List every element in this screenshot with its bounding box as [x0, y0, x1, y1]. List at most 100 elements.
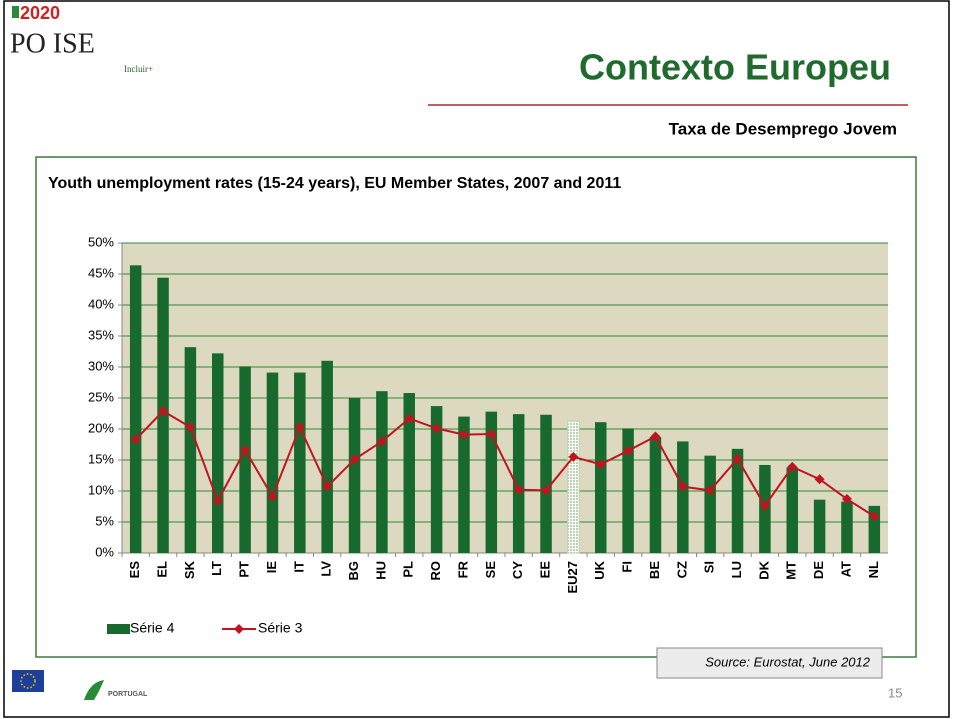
- x-tick-label: UK: [592, 560, 607, 579]
- line-marker: [814, 474, 825, 485]
- y-tick-label: 45%: [88, 265, 114, 280]
- x-tick-label: SI: [702, 561, 717, 573]
- x-tick-label: DK: [756, 560, 771, 579]
- x-tick-label: SE: [483, 561, 498, 579]
- y-tick-label: 15%: [88, 451, 114, 466]
- line-marker: [677, 481, 688, 492]
- bar: [485, 411, 498, 553]
- legend-label: Série 4: [130, 620, 175, 636]
- y-tick-label: 5%: [95, 513, 114, 528]
- legend-label: Série 3: [258, 620, 303, 636]
- bar: [704, 455, 716, 553]
- line-marker: [322, 481, 333, 492]
- logo-year: 2020: [20, 3, 60, 23]
- bar: [595, 422, 607, 553]
- bar: [540, 414, 552, 553]
- bar: [348, 398, 361, 553]
- line-marker: [431, 423, 442, 434]
- line-marker: [650, 431, 661, 442]
- legend-marker: [234, 624, 244, 634]
- bar: [129, 265, 142, 553]
- line-marker: [240, 445, 251, 456]
- line-marker: [705, 485, 716, 496]
- bar: [813, 499, 826, 553]
- eu-flag: [12, 670, 44, 692]
- bar: [239, 366, 251, 553]
- bar: [786, 467, 798, 553]
- bar: [458, 416, 470, 553]
- y-tick-label: 35%: [88, 327, 114, 342]
- line-marker: [732, 453, 743, 464]
- bar: [731, 448, 744, 553]
- slide-subtitle: Taxa de Desemprego Jovem: [669, 119, 897, 138]
- line-marker: [294, 422, 305, 433]
- slide-title: Contexto Europeu: [579, 47, 891, 88]
- x-tick-label: DE: [811, 561, 826, 579]
- x-tick-label: NL: [866, 561, 881, 578]
- bar: [266, 372, 279, 553]
- x-tick-label: LT: [209, 561, 224, 576]
- bar: [212, 353, 224, 553]
- gov-logo: [84, 680, 104, 700]
- y-tick-label: 10%: [88, 482, 114, 497]
- gov-logo-text: PORTUGAL: [108, 691, 148, 698]
- y-tick-label: 40%: [88, 296, 114, 311]
- bar: [430, 406, 443, 553]
- line-marker: [841, 494, 852, 505]
- y-tick-label: 30%: [88, 358, 114, 373]
- y-tick-label: 25%: [88, 389, 114, 404]
- legend-swatch: [107, 624, 130, 634]
- page-number: 15: [888, 685, 902, 700]
- x-tick-label: IE: [264, 561, 279, 574]
- line-marker: [595, 459, 606, 470]
- bar: [321, 360, 333, 553]
- y-tick-label: 20%: [88, 420, 114, 435]
- source-box: [656, 647, 883, 679]
- y-tick-label: 0%: [95, 544, 114, 559]
- x-tick-label: BE: [647, 561, 662, 579]
- line-marker: [404, 413, 415, 424]
- line-marker: [185, 422, 196, 433]
- x-tick-label: ES: [127, 561, 142, 579]
- line-marker: [349, 454, 360, 465]
- bar: [622, 428, 634, 553]
- bar: [841, 501, 853, 553]
- x-tick-label: PT: [237, 561, 252, 578]
- bar: [403, 393, 415, 553]
- source: Source: Eurostat, June 2012: [705, 654, 871, 669]
- bar: [649, 437, 662, 553]
- x-tick-label: CY: [510, 561, 525, 579]
- bar: [868, 505, 881, 553]
- line-marker: [869, 511, 880, 522]
- x-tick-label: AT: [838, 561, 853, 577]
- line-marker: [486, 428, 497, 439]
- chart-title: Youth unemployment rates (15-24 years), …: [48, 175, 621, 192]
- bar: [512, 414, 525, 553]
- bar: [376, 391, 388, 553]
- x-tick-label: FI: [620, 561, 635, 573]
- bar: [567, 420, 580, 554]
- x-tick-label: CZ: [674, 561, 689, 578]
- bar: [184, 347, 197, 553]
- x-tick-label: MT: [784, 561, 799, 580]
- x-tick-label: FR: [455, 560, 470, 578]
- line-marker: [130, 434, 141, 445]
- line-marker: [568, 451, 579, 462]
- x-tick-label: EL: [154, 561, 169, 578]
- x-tick-label: EU27: [565, 561, 580, 594]
- x-tick-label: LV: [319, 561, 334, 577]
- x-tick-label: LU: [729, 561, 744, 578]
- line-marker: [158, 406, 169, 417]
- x-tick-label: HU: [373, 561, 388, 580]
- logo-name: PO ISE: [10, 28, 95, 59]
- line-marker: [541, 485, 552, 496]
- line-marker: [759, 500, 770, 511]
- line-marker: [513, 484, 524, 495]
- line-marker: [623, 445, 634, 456]
- line-marker: [267, 491, 278, 502]
- line: [134, 409, 875, 518]
- y-tick-label: 50%: [88, 234, 114, 249]
- line-marker: [787, 461, 798, 472]
- chart: 0% 5% 10% 15% 20% 25% 30% 35% 40% 45% 50% ES EL SK LT P…: [88, 234, 888, 636]
